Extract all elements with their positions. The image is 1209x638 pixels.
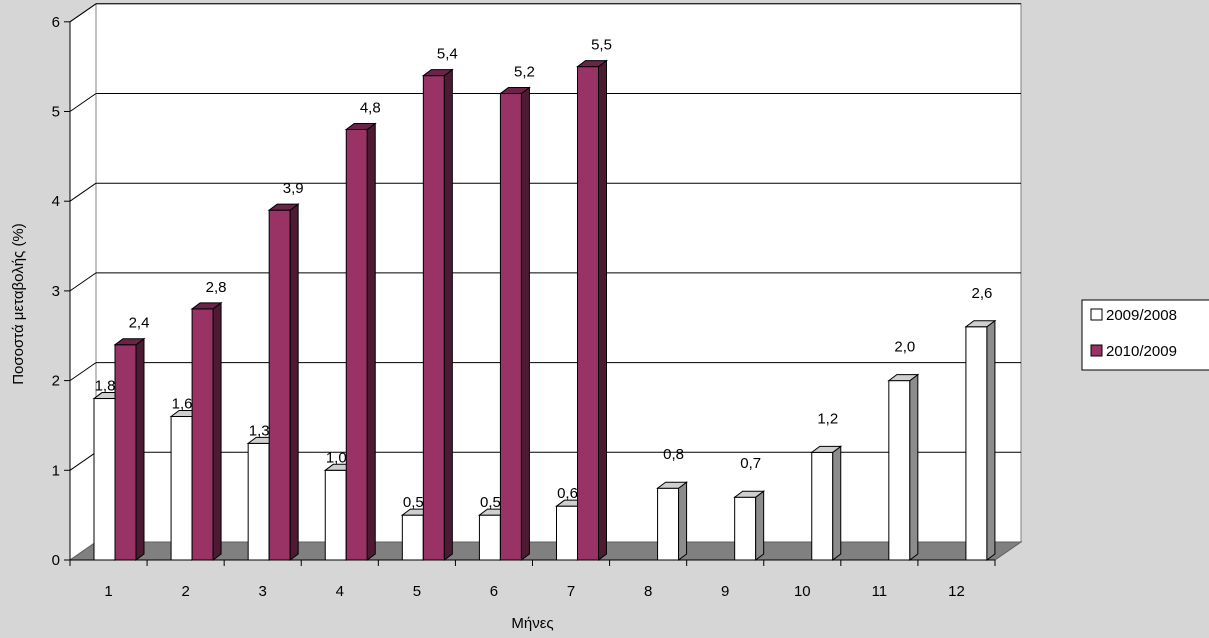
bar-2010-2009-top [344,122,377,130]
bar-2009-2008 [478,514,501,561]
bar-2010-2009-side [289,203,299,561]
data-label-2010-2009: 3,9 [283,180,304,197]
gridline-diagonal [69,93,97,112]
data-label-2009-2008: 2,6 [971,285,992,302]
bar-2010-2009 [422,75,445,561]
bar-2010-2009-side [366,122,376,561]
legend-swatch-2010-2009 [1090,344,1103,357]
y-tick-label: 5 [52,104,60,121]
bar-2009-2008-top [733,490,766,498]
gridline-diagonal [69,362,97,382]
bar-2009-2008 [324,469,347,561]
bar-2010-2009-side [520,86,530,561]
y-tick-label: 4 [52,193,60,210]
bar-2009-2008-top [810,445,843,453]
data-label-2010-2009: 2,4 [129,315,150,332]
data-label-2010-2009: 5,4 [437,46,458,63]
bar-2009-2008 [811,451,834,561]
data-label-2009-2008: 1,6 [172,395,193,412]
legend-swatch-2009-2008 [1090,308,1103,321]
data-label-2009-2008: 1,3 [249,422,270,439]
data-label-2009-2008: 1,2 [817,410,838,427]
data-label-2009-2008: 0,8 [663,446,684,463]
x-tick-label: 4 [336,583,344,600]
bar-2010-2009 [499,93,522,561]
legend-label-2009-2008: 2009/2008 [1106,307,1177,324]
gridline-diagonal [69,272,97,292]
bar-2009-2008-top [656,481,689,489]
x-tick-label: 9 [721,583,729,600]
bar-2010-2009 [191,308,214,561]
bar-2009-2008-top [964,320,997,328]
bar-2010-2009-top [190,302,223,310]
y-tick-label: 1 [52,462,60,479]
x-tick-label: 5 [413,583,421,600]
bar-2010-2009-side [443,68,453,561]
x-axis-title: Μήνες [511,615,553,632]
bar-2010-2009 [114,344,137,561]
x-tick-label: 12 [948,583,965,600]
data-label-2009-2008: 2,0 [894,339,915,356]
bar-2010-2009-top [498,87,531,95]
bar-2009-2008 [556,505,578,561]
x-tick-label: 1 [104,583,112,600]
data-label-2009-2008: 0,5 [480,494,501,511]
y-axis-title: Ποσοστά μεταβολής (%) [10,223,27,385]
data-label-2009-2008: 1,8 [95,378,116,395]
data-label-2010-2009: 5,2 [514,64,535,81]
bar-2009-2008 [734,496,757,561]
y-tick-label: 6 [52,14,60,31]
data-label-2009-2008: 0,7 [740,455,761,472]
bar-2009-2008-top [887,374,920,382]
x-tick-label: 2 [181,583,189,600]
data-label-2010-2009: 5,5 [591,37,612,54]
bar-2009-2008 [401,514,424,561]
bar-2010-2009-top [421,69,454,77]
bar-2009-2008-side [832,445,842,561]
bar-2010-2009 [268,209,291,561]
bar-2009-2008-side [755,490,765,561]
gridline-diagonal [69,451,97,471]
legend-box [1081,299,1209,371]
data-label-2010-2009: 2,8 [206,279,227,296]
bar-2010-2009-side [212,301,222,561]
data-label-2009-2008: 0,6 [557,485,578,502]
gridline-diagonal [69,3,97,23]
y-tick-label: 3 [52,283,60,300]
bar-2009-2008 [657,487,680,561]
bar-2010-2009-top [113,338,146,346]
bar-2010-2009-top [576,60,608,68]
data-label-2009-2008: 1,0 [326,449,347,466]
legend-label-2010-2009: 2010/2009 [1106,343,1177,360]
data-label-2010-2009: 4,8 [360,99,381,116]
bar-2010-2009 [577,66,599,561]
x-tick-label: 6 [490,583,498,600]
x-tick-label: 3 [259,583,267,600]
bar-2010-2009-top [267,203,300,211]
gridline-diagonal [69,182,97,202]
bar-2009-2008 [888,380,911,561]
bar-2009-2008 [247,442,270,561]
bar-2009-2008-side [986,319,996,561]
bar-2010-2009-side [135,337,145,561]
y-tick-label: 2 [52,373,60,390]
bar-2009-2008-side [909,373,919,561]
bar-2009-2008-side [678,481,688,561]
x-tick-label: 8 [644,583,652,600]
x-tick-label: 10 [794,583,811,600]
bar-2009-2008 [170,415,193,561]
y-tick-label: 0 [52,552,60,569]
data-label-2009-2008: 0,5 [403,494,424,511]
bar-2010-2009-side [598,59,607,561]
bar-2010-2009 [345,128,368,561]
bar-2009-2008 [93,398,116,561]
bar-2009-2008 [965,326,988,561]
x-tick-label: 11 [872,583,888,600]
x-tick-label: 7 [567,583,575,600]
